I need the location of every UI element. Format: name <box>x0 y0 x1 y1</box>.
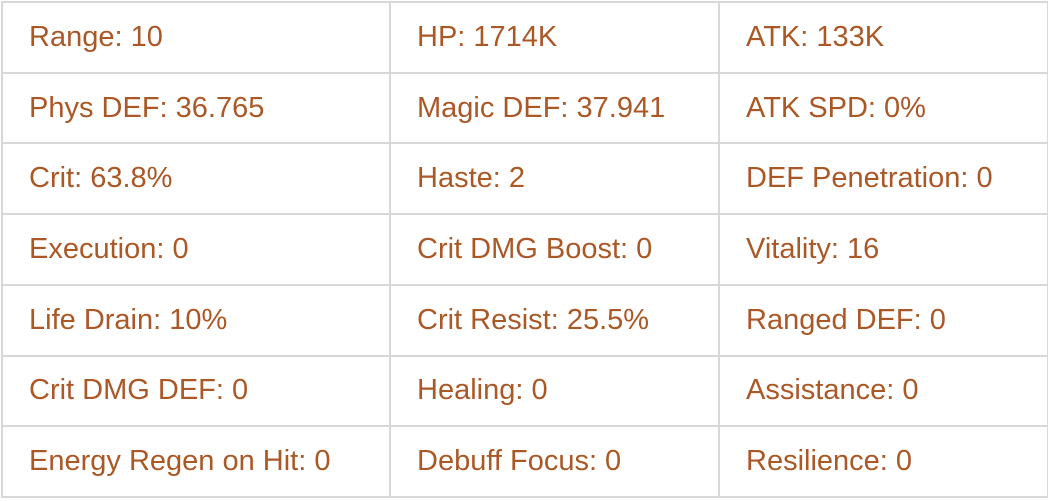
stats-row: Phys DEF: 36.765 Magic DEF: 37.941 ATK S… <box>1 71 1048 145</box>
stat-cell-hp: HP: 1714K <box>389 1 720 74</box>
stat-cell-execution: Execution: 0 <box>1 213 391 286</box>
stat-cell-life-drain: Life Drain: 10% <box>1 283 391 357</box>
stat-cell-healing: Healing: 0 <box>389 354 720 428</box>
stat-cell-magic-def: Magic DEF: 37.941 <box>389 71 720 145</box>
stat-cell-haste: Haste: 2 <box>389 142 720 216</box>
stat-cell-resilience: Resilience: 0 <box>718 425 1048 498</box>
stat-cell-atk: ATK: 133K <box>718 1 1048 74</box>
stats-row: Range: 10 HP: 1714K ATK: 133K <box>1 1 1048 74</box>
stats-row: Crit DMG DEF: 0 Healing: 0 Assistance: 0 <box>1 354 1048 428</box>
stat-cell-crit: Crit: 63.8% <box>1 142 391 216</box>
stat-cell-assistance: Assistance: 0 <box>718 354 1048 428</box>
stats-row: Life Drain: 10% Crit Resist: 25.5% Range… <box>1 283 1048 357</box>
stat-cell-crit-dmg-def: Crit DMG DEF: 0 <box>1 354 391 428</box>
stats-row: Execution: 0 Crit DMG Boost: 0 Vitality:… <box>1 213 1048 286</box>
stat-cell-debuff-focus: Debuff Focus: 0 <box>389 425 720 498</box>
stat-cell-vitality: Vitality: 16 <box>718 213 1048 286</box>
stat-cell-crit-dmg-boost: Crit DMG Boost: 0 <box>389 213 720 286</box>
stat-cell-atk-spd: ATK SPD: 0% <box>718 71 1048 145</box>
stat-cell-crit-resist: Crit Resist: 25.5% <box>389 283 720 357</box>
stat-cell-energy-regen-on-hit: Energy Regen on Hit: 0 <box>1 425 391 498</box>
stat-cell-range: Range: 10 <box>1 1 391 74</box>
stats-row: Crit: 63.8% Haste: 2 DEF Penetration: 0 <box>1 142 1048 216</box>
stats-row: Energy Regen on Hit: 0 Debuff Focus: 0 R… <box>1 425 1048 498</box>
stat-cell-def-penetration: DEF Penetration: 0 <box>718 142 1048 216</box>
stat-cell-phys-def: Phys DEF: 36.765 <box>1 71 391 145</box>
stat-cell-ranged-def: Ranged DEF: 0 <box>718 283 1048 357</box>
